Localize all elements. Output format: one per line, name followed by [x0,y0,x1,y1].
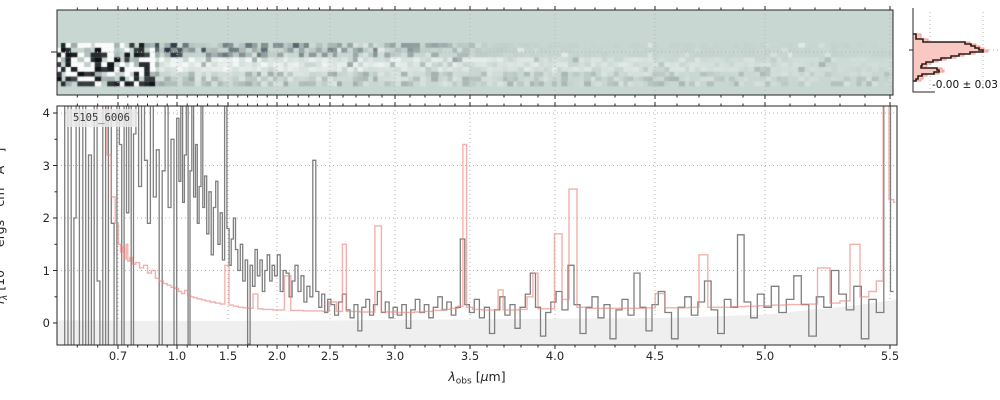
x-tick-label: 5.5 [880,349,900,363]
label-part: [10 [0,269,8,291]
y-tick-label: 3 [42,158,50,173]
label-part: λ [0,294,10,301]
label-part: ] [0,148,7,153]
x-tick-label: 4.0 [545,349,565,363]
label-part: f [0,300,7,304]
x-tick-label: 1.5 [218,349,238,363]
label-part: cm [0,187,8,207]
spectra-lines [64,106,896,345]
label-part: μ [480,369,489,384]
label-part: ergs [0,219,8,247]
source-id-label: 5105_6006 [66,109,137,127]
label-part: obs [455,376,472,387]
label-part: m] [488,369,506,384]
y-tick-label: 4 [42,106,50,120]
label-part: −20 [0,250,3,270]
x-tick-label: 3.5 [460,349,480,363]
label-part: −1 [0,152,3,166]
label-part: −1 [0,206,3,220]
spectrum-2d-image [57,10,893,95]
model-spectrum-line [106,106,896,314]
y-tick-label: 1 [42,263,50,278]
x-tick-label: 0.7 [108,349,128,363]
residual-histogram [912,33,989,82]
x-tick-label: 4.5 [645,349,665,363]
error-band [57,299,897,345]
label-part: λ [448,369,456,384]
label-part: Å [0,166,7,175]
y-tick-label: 0 [42,316,50,330]
y-tick-label: 2 [42,211,50,225]
y-axis-label-text: fλ [10−20 ergs−1cm−2Å−1] [0,148,10,305]
x-tick-label: 2.5 [320,349,340,363]
residual-stats-label: -0.00 ± 0.03 [931,79,998,91]
observed-1d-spectrum-line [64,106,894,345]
label-part: −2 [0,174,3,188]
x-axis-label: λobs [μm] [448,369,505,387]
label-part: [ [471,369,481,384]
x-tick-label: 3.0 [385,349,405,363]
x-tick-label: 1.0 [167,349,187,363]
x-tick-label: 2.0 [267,349,287,363]
x-tick-label: 5.0 [755,349,775,363]
